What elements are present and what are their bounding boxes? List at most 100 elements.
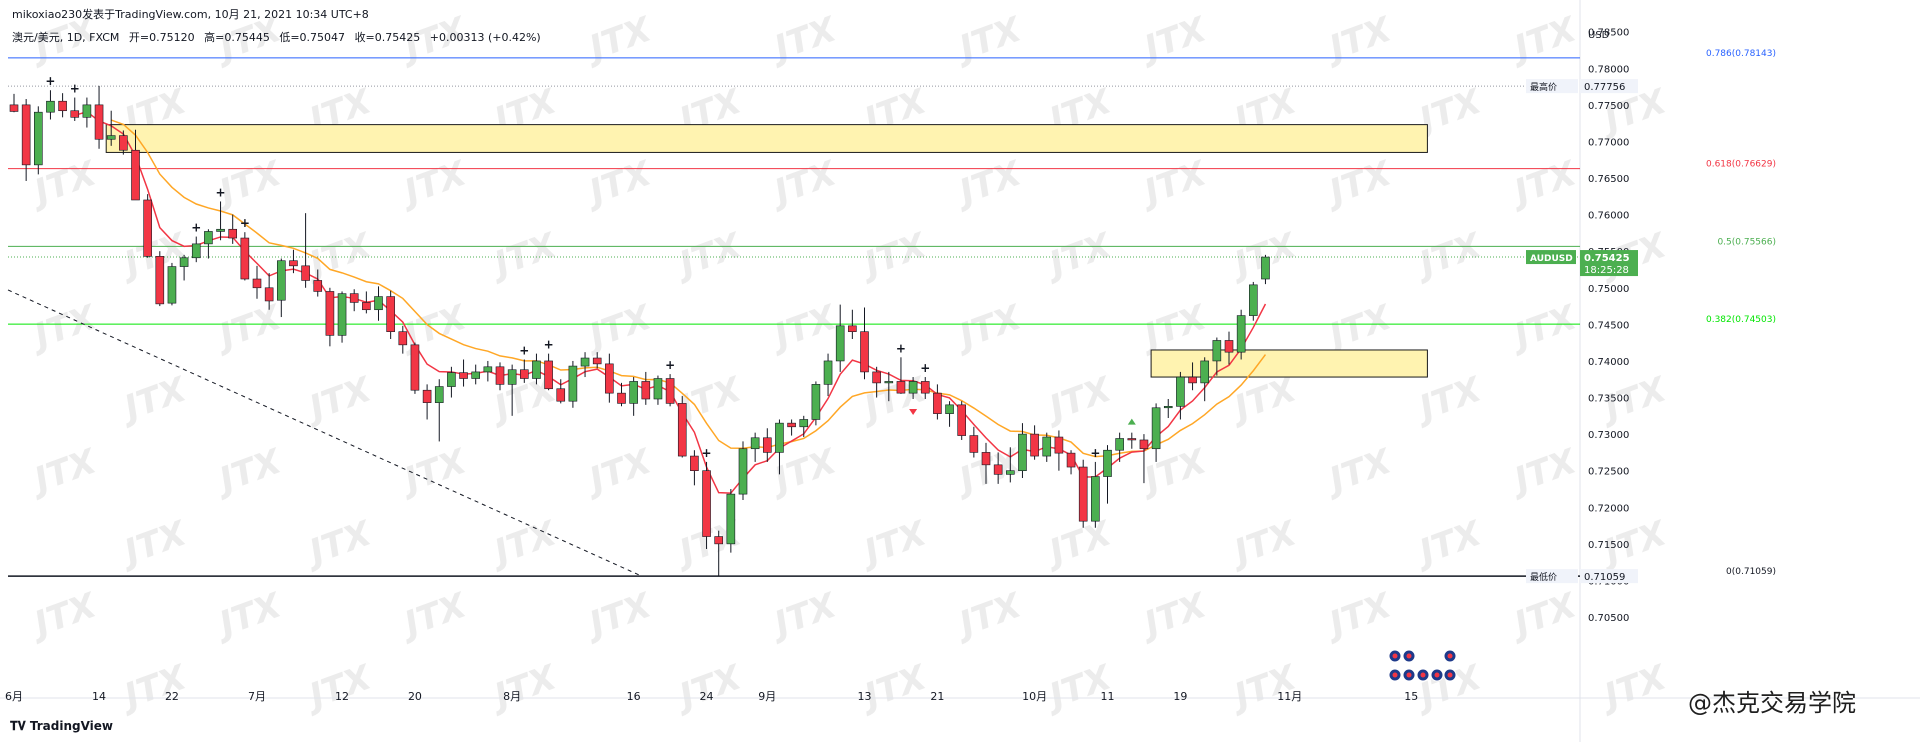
candle-body[interactable]	[592, 357, 602, 365]
candle-body[interactable]	[228, 228, 237, 239]
candle-body[interactable]	[605, 363, 614, 394]
candle-body[interactable]	[252, 278, 262, 289]
candle-body[interactable]	[580, 357, 590, 367]
candle-body[interactable]	[884, 381, 894, 384]
candle-body[interactable]	[507, 369, 517, 385]
candle-body[interactable]	[398, 331, 408, 346]
candle-body[interactable]	[495, 366, 505, 385]
candle-body[interactable]	[204, 231, 213, 245]
candle-body[interactable]	[33, 111, 43, 166]
candle-body[interactable]	[240, 237, 250, 280]
candle-body[interactable]	[1139, 439, 1149, 450]
candle-body[interactable]	[1030, 433, 1039, 457]
candle-body[interactable]	[993, 464, 1003, 475]
candle-body[interactable]	[264, 287, 274, 302]
candle-body[interactable]	[143, 199, 152, 257]
candle-body[interactable]	[969, 435, 979, 453]
candle-body[interactable]	[119, 135, 128, 151]
candle-body[interactable]	[750, 437, 760, 450]
candle-body[interactable]	[617, 392, 626, 404]
candle-body[interactable]	[811, 384, 821, 420]
candle-body[interactable]	[58, 100, 67, 112]
candle-body[interactable]	[216, 228, 225, 232]
candle-body[interactable]	[641, 381, 651, 400]
candle-body[interactable]	[519, 369, 529, 379]
candle-body[interactable]	[1151, 407, 1161, 450]
candle-body[interactable]	[544, 360, 553, 390]
candle-body[interactable]	[447, 372, 456, 387]
candle-body[interactable]	[872, 371, 881, 384]
candle-body[interactable]	[9, 104, 19, 112]
candle-body[interactable]	[471, 371, 481, 379]
candle-body[interactable]	[349, 293, 359, 303]
candle-body[interactable]	[313, 280, 323, 292]
ma-slow-line[interactable]	[110, 119, 1267, 458]
candle-body[interactable]	[82, 104, 92, 118]
candle-body[interactable]	[422, 389, 432, 403]
candle-body[interactable]	[920, 381, 930, 394]
candle-body[interactable]	[131, 149, 140, 201]
candle-body[interactable]	[21, 104, 31, 166]
candle-body[interactable]	[70, 110, 80, 118]
candle-body[interactable]	[483, 366, 493, 373]
candle-body[interactable]	[702, 470, 711, 537]
candle-body[interactable]	[1066, 452, 1076, 468]
tradingview-logo[interactable]: 𝐓𝐕 TradingView	[10, 719, 113, 734]
candle-body[interactable]	[1236, 315, 1246, 353]
candle-body[interactable]	[362, 302, 371, 311]
candle-body[interactable]	[1042, 436, 1052, 457]
candle-body[interactable]	[848, 325, 857, 332]
candle-body[interactable]	[1200, 360, 1209, 384]
candle-body[interactable]	[762, 437, 772, 453]
candle-body[interactable]	[1103, 449, 1112, 477]
candle-body[interactable]	[191, 243, 201, 259]
candle-body[interactable]	[155, 256, 165, 305]
candle-body[interactable]	[1115, 438, 1124, 451]
candle-body[interactable]	[738, 448, 748, 495]
candle-body[interactable]	[665, 378, 675, 404]
candle-body[interactable]	[957, 404, 967, 436]
candle-body[interactable]	[1005, 470, 1015, 475]
candle-body[interactable]	[787, 422, 796, 428]
candle-body[interactable]	[1078, 466, 1088, 522]
candle-body[interactable]	[981, 452, 991, 466]
candle-body[interactable]	[726, 493, 736, 545]
candle-body[interactable]	[374, 296, 383, 311]
candle-body[interactable]	[1212, 340, 1222, 362]
candle-body[interactable]	[1091, 476, 1100, 522]
trendline[interactable]	[7, 289, 642, 577]
candle-body[interactable]	[1054, 436, 1064, 454]
candle-body[interactable]	[799, 419, 809, 428]
candle-body[interactable]	[179, 257, 189, 267]
candle-body[interactable]	[1127, 438, 1137, 441]
candle-body[interactable]	[775, 422, 784, 453]
candle-body[interactable]	[1163, 406, 1173, 409]
candle-body[interactable]	[933, 392, 942, 414]
candle-body[interactable]	[167, 266, 177, 304]
candle-body[interactable]	[46, 100, 55, 113]
candle-body[interactable]	[276, 260, 286, 301]
candle-body[interactable]	[1261, 256, 1270, 280]
candle-body[interactable]	[908, 381, 918, 394]
candle-body[interactable]	[386, 296, 395, 332]
candle-body[interactable]	[1018, 433, 1027, 471]
candle-body[interactable]	[325, 291, 335, 336]
candle-body[interactable]	[1176, 376, 1185, 407]
candle-body[interactable]	[896, 381, 906, 394]
candle-body[interactable]	[690, 455, 699, 471]
candle-body[interactable]	[94, 104, 104, 140]
candle-body[interactable]	[714, 536, 724, 545]
candle-body[interactable]	[301, 265, 310, 281]
candle-body[interactable]	[532, 360, 541, 379]
candle-body[interactable]	[677, 403, 687, 457]
candle-body[interactable]	[337, 293, 347, 336]
candle-body[interactable]	[106, 135, 116, 140]
candle-body[interactable]	[434, 386, 444, 403]
candle-body[interactable]	[860, 331, 869, 373]
candle-body[interactable]	[459, 372, 468, 379]
candle-body[interactable]	[629, 381, 638, 404]
candle-body[interactable]	[945, 404, 954, 414]
candle-body[interactable]	[823, 360, 833, 385]
candle-body[interactable]	[289, 260, 298, 267]
